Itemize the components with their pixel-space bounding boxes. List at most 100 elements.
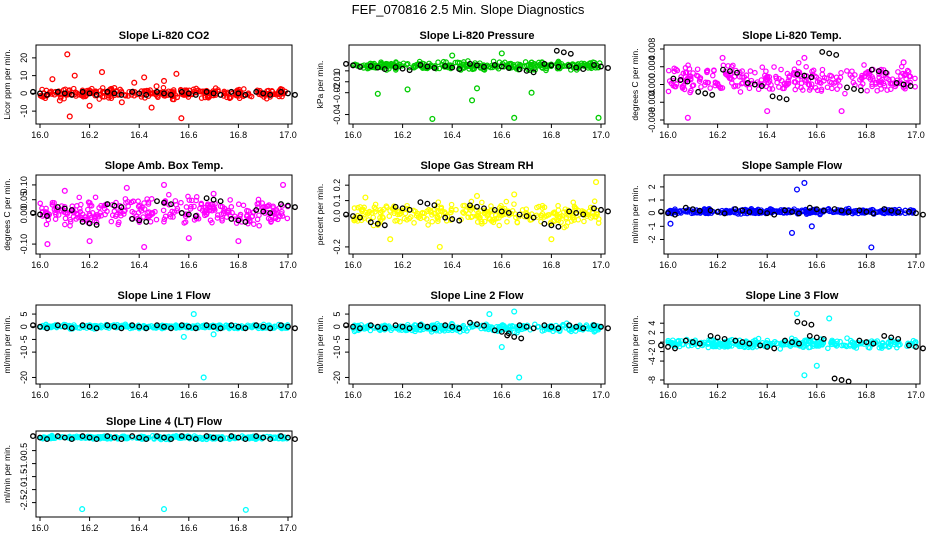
reference-point — [129, 88, 136, 95]
x-tick-label: 16.0 — [31, 260, 49, 270]
data-point — [206, 93, 213, 100]
reference-point — [456, 325, 463, 332]
data-point — [844, 335, 850, 341]
data-point — [905, 68, 912, 75]
data-point — [716, 344, 723, 350]
reference-point — [350, 62, 356, 69]
reference-point — [826, 50, 833, 57]
data-point — [448, 201, 455, 208]
reference-point — [30, 322, 36, 329]
reference-point — [782, 207, 788, 214]
data-point — [800, 87, 806, 93]
reference-point — [757, 208, 764, 215]
x-tick-label: 16.0 — [659, 260, 677, 270]
data-point — [180, 333, 187, 340]
data-point — [73, 210, 80, 217]
reference-point — [548, 62, 555, 69]
reference-point — [267, 325, 274, 332]
data-point — [808, 81, 815, 88]
data-point — [130, 198, 137, 205]
reference-point — [573, 323, 580, 330]
y-tick-label: -8 — [647, 376, 657, 384]
data-point — [206, 207, 213, 214]
data-point — [178, 199, 184, 206]
data-point — [479, 199, 485, 206]
data-point — [387, 236, 394, 243]
panel-title: Slope Li-820 CO2 — [119, 30, 209, 42]
reference-point — [357, 325, 363, 332]
data-point — [141, 200, 147, 206]
data-point — [362, 194, 369, 201]
reference-point — [399, 205, 406, 212]
data-point — [591, 198, 598, 205]
reference-point — [424, 323, 431, 330]
data-point — [270, 205, 276, 211]
reference-point — [44, 213, 50, 219]
data-point — [98, 202, 104, 209]
reference-point — [794, 71, 801, 78]
panel-9: Slope Line 3 Flow ml/min per min. 16.0 16.2… — [630, 290, 926, 400]
data-point — [61, 187, 68, 194]
reference-point — [555, 223, 562, 230]
data-point — [429, 218, 436, 225]
x-tick-label: 16.2 — [81, 260, 99, 270]
reference-point — [367, 219, 374, 226]
data-point — [39, 205, 45, 212]
reference-point — [695, 88, 702, 95]
data-point — [397, 218, 403, 225]
panel-10: Slope Line 4 (LT) Flow ml/min per min. 16.… — [2, 416, 298, 533]
data-point — [439, 62, 446, 68]
data-point — [824, 84, 831, 91]
plot-frame — [348, 304, 606, 385]
reference-point — [68, 207, 75, 214]
reference-point — [541, 322, 548, 329]
reference-point — [881, 206, 888, 213]
reference-point — [143, 218, 150, 225]
reference-point — [185, 323, 192, 330]
reference-point — [709, 91, 716, 98]
data-point — [694, 66, 701, 73]
data-point — [897, 78, 903, 85]
data-point — [749, 344, 756, 351]
reference-point — [93, 91, 100, 98]
data-point — [43, 221, 50, 228]
x-tick-label: 16.6 — [808, 130, 826, 140]
data-point — [254, 201, 261, 207]
reference-point — [185, 434, 192, 441]
reference-point — [129, 322, 136, 329]
y-axis-label: kPa per min. — [315, 61, 325, 109]
data-point — [203, 206, 210, 213]
data-point — [813, 341, 820, 348]
data-point — [571, 214, 577, 221]
x-tick-label: 16.0 — [344, 390, 362, 400]
reference-point — [591, 62, 597, 68]
reference-point — [178, 210, 185, 216]
data-point — [685, 343, 692, 349]
data-point — [173, 70, 180, 77]
data-point — [775, 208, 781, 214]
reference-point — [764, 210, 771, 217]
x-tick-label: 16.2 — [709, 260, 727, 270]
data-point — [235, 93, 242, 99]
y-tick-label: 0.1 — [332, 194, 342, 207]
reference-point — [555, 325, 562, 332]
data-point — [269, 325, 276, 331]
data-point — [773, 75, 780, 82]
reference-point — [906, 342, 912, 349]
reference-point — [906, 208, 912, 215]
reference-point — [913, 343, 919, 350]
data-point — [752, 69, 758, 76]
data-point — [141, 243, 148, 251]
data-point — [736, 209, 743, 215]
data-point — [449, 52, 456, 59]
reference-point — [682, 204, 689, 211]
y-tick-label: -2.0 — [19, 482, 29, 498]
data-point — [684, 114, 691, 121]
panel-4: Slope Amb. Box Temp. degrees C per min. 16… — [2, 160, 298, 270]
data-point — [912, 83, 918, 90]
data-point — [673, 81, 680, 87]
data-point — [752, 208, 758, 214]
x-tick-label: 17.0 — [907, 390, 925, 400]
reference-point — [845, 209, 852, 216]
x-tick-label: 16.2 — [81, 390, 99, 400]
